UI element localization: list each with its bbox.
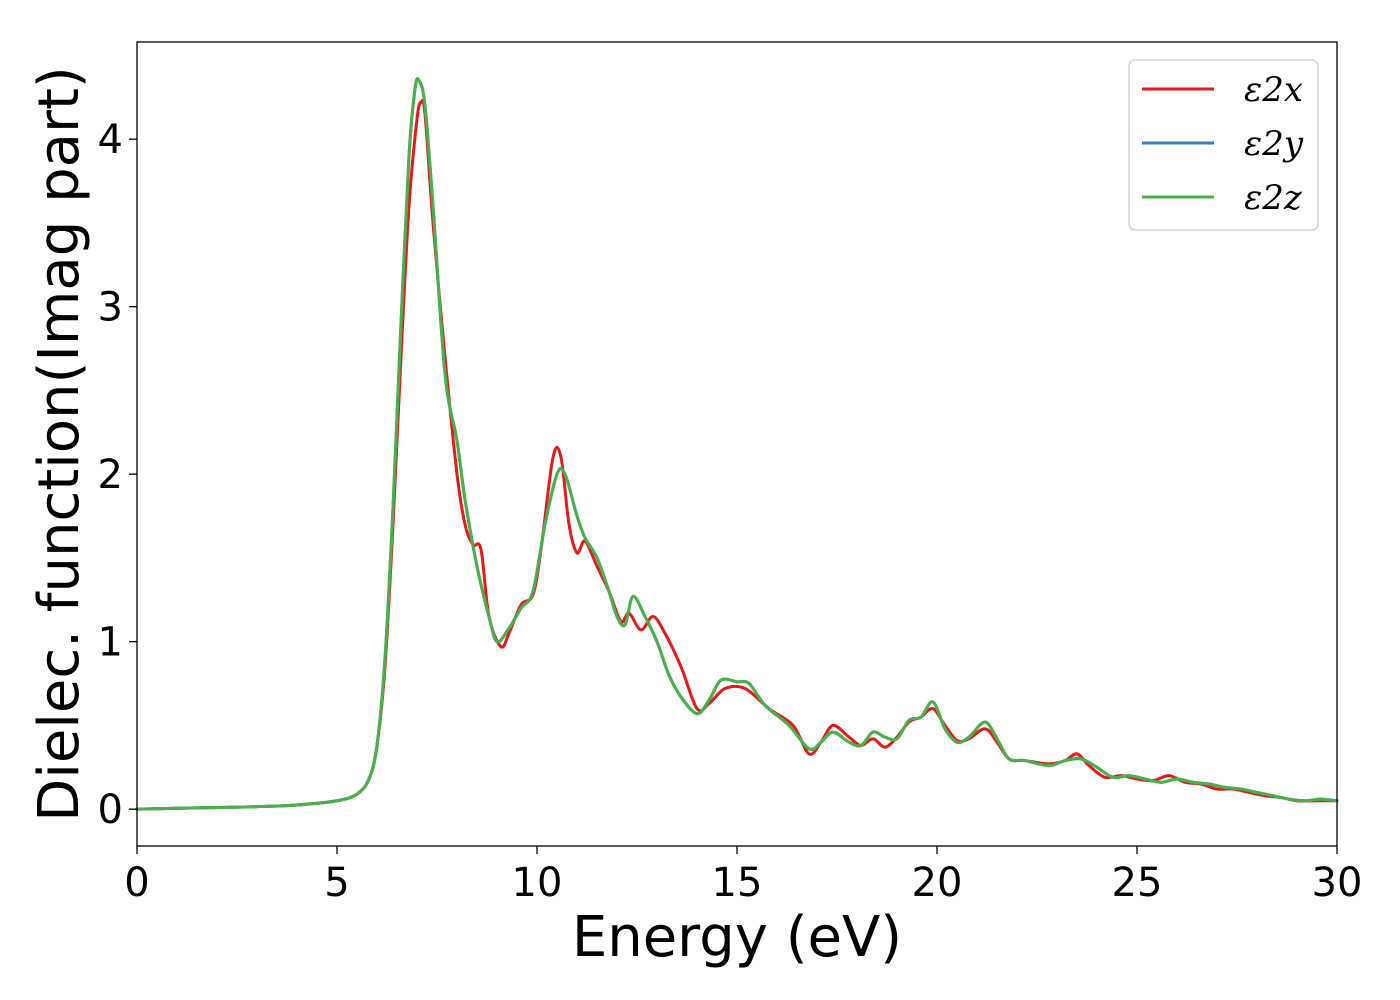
legend: ε2x ε2y ε2z — [1128, 59, 1319, 231]
x-axis: 0 5 10 15 20 25 30 — [124, 846, 1362, 906]
legend-label: ε2y — [1244, 124, 1304, 164]
series-layer — [135, 77, 1339, 811]
x-tick-label: 25 — [1112, 860, 1163, 906]
y-tick-label: 1 — [98, 620, 123, 666]
y-tick-label: 2 — [98, 452, 123, 498]
y-axis-title: Dielec. function(Imag part) — [27, 66, 92, 822]
x-tick-label: 15 — [712, 860, 763, 906]
y-tick-label: 0 — [98, 787, 123, 833]
series-line-1 — [135, 98, 1339, 811]
x-tick-label: 20 — [912, 860, 963, 906]
y-axis: 0 1 2 3 4 — [98, 117, 137, 833]
legend-label: ε2z — [1244, 178, 1303, 218]
x-tick-label: 0 — [124, 860, 149, 906]
x-axis-title: Energy (eV) — [572, 905, 902, 970]
x-tick-label: 10 — [512, 860, 563, 906]
legend-label: ε2x — [1244, 70, 1303, 110]
x-tick-label: 30 — [1312, 860, 1363, 906]
series-line-3 — [135, 77, 1339, 811]
y-tick-label: 4 — [98, 117, 123, 163]
legend-box — [1128, 59, 1319, 231]
y-tick-label: 3 — [98, 285, 123, 331]
x-tick-label: 5 — [324, 860, 349, 906]
